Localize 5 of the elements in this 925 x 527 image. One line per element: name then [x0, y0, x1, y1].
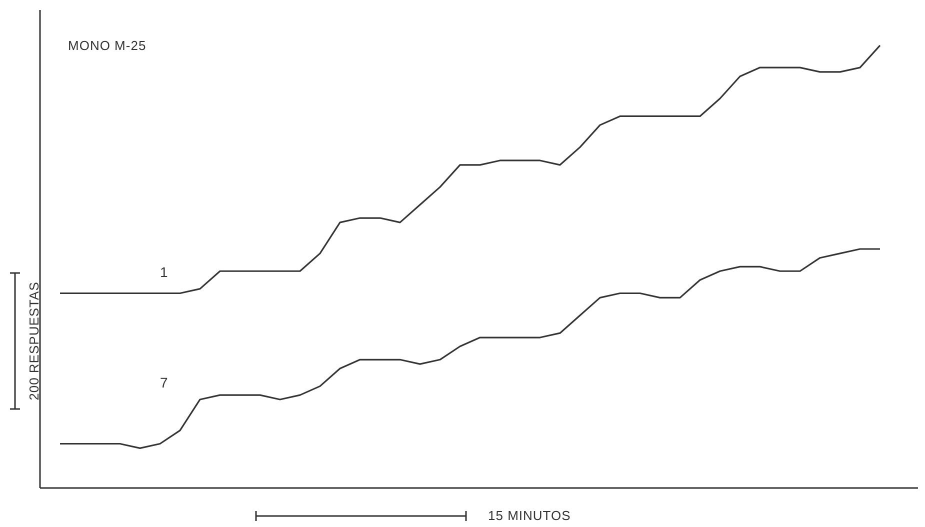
text: 7: [160, 374, 168, 390]
series-label: 1: [160, 264, 168, 280]
chart-title: MONO M-25: [68, 38, 146, 53]
y-axis-title: 200 RESPUESTAS: [26, 282, 42, 400]
x-axis-title: 15 MINUTOS: [488, 508, 571, 523]
